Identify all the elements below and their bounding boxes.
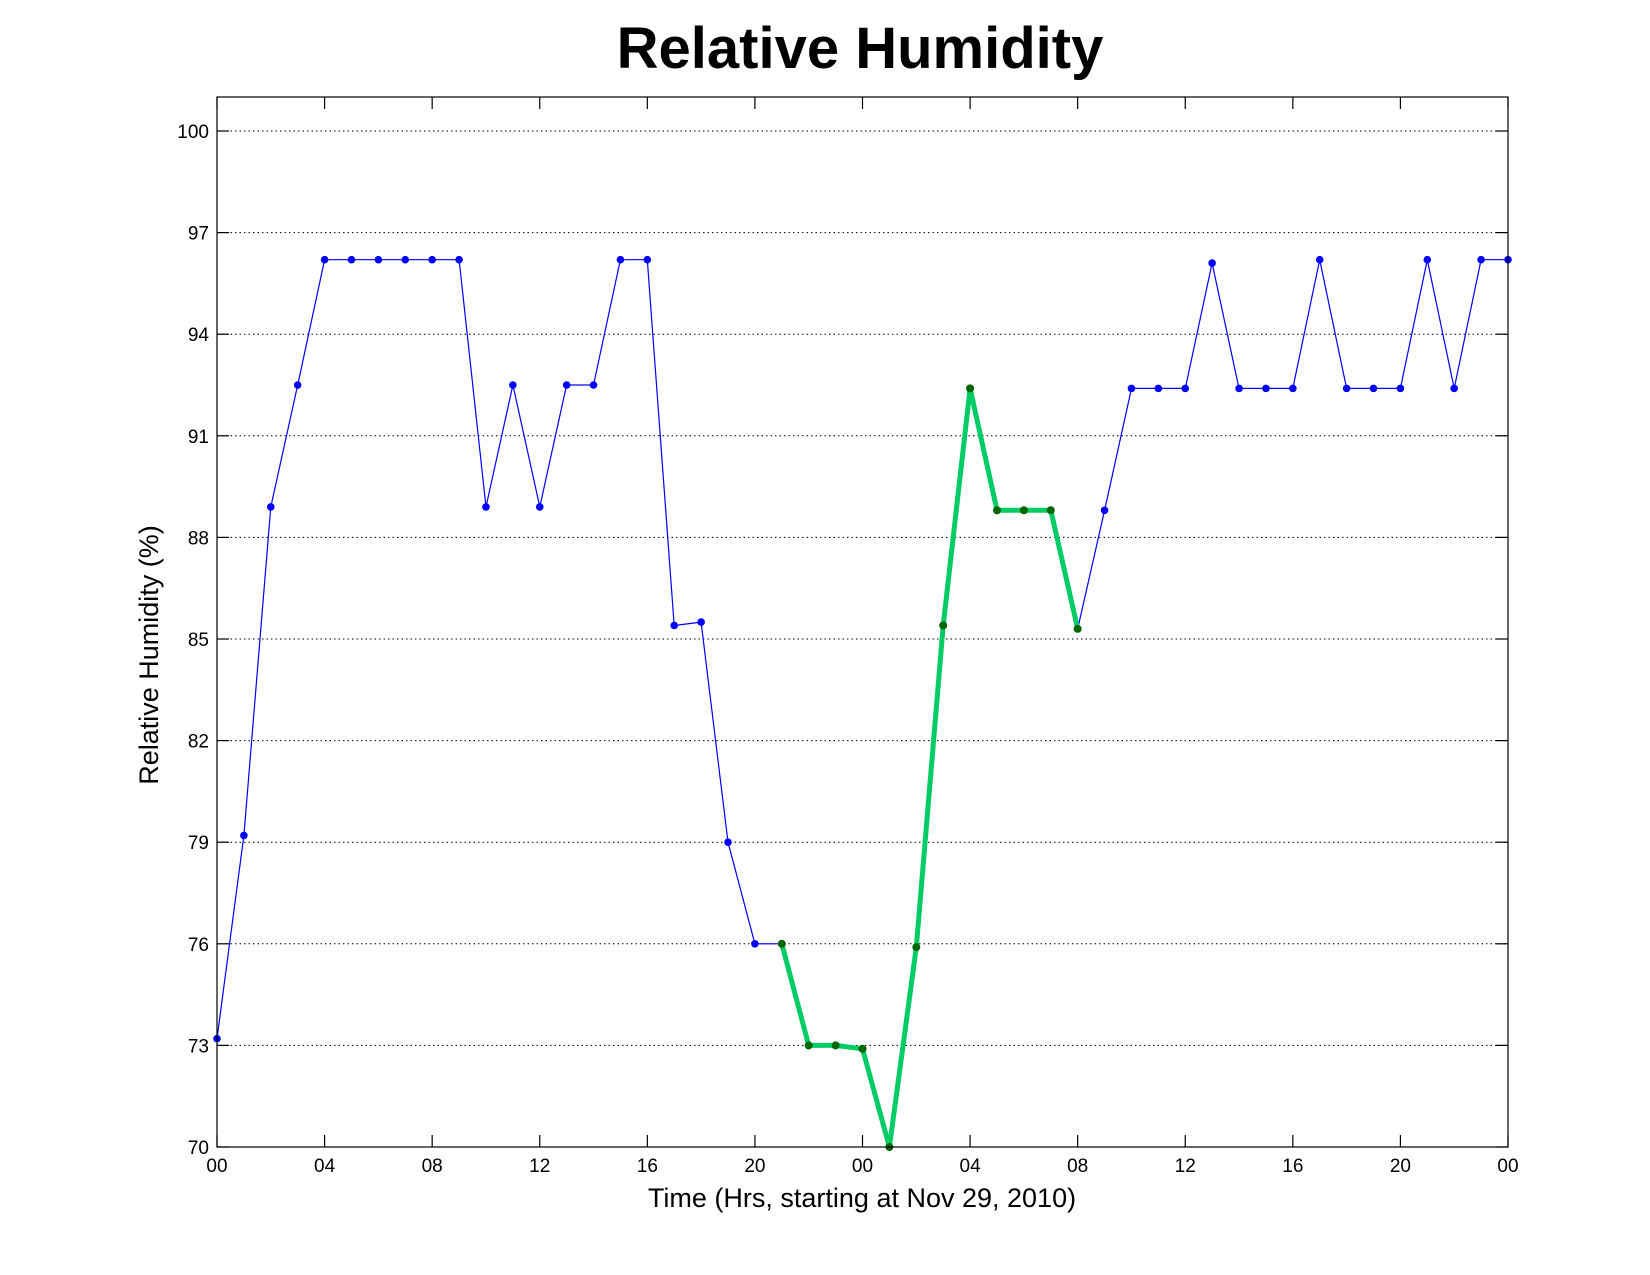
x-tick-label: 16 — [637, 1156, 658, 1177]
data-point — [589, 381, 598, 389]
data-point — [535, 503, 544, 511]
x-tick-label: 00 — [1497, 1156, 1518, 1177]
data-point — [616, 255, 625, 264]
data-series — [213, 255, 1512, 1151]
data-point — [320, 255, 329, 264]
y-tick-label: 94 — [188, 325, 210, 346]
y-tick-label: 85 — [188, 630, 209, 651]
highlight-data-point — [777, 939, 786, 948]
chart-title: Relative Humidity — [617, 16, 1104, 81]
highlight-data-point — [1073, 624, 1082, 633]
data-point — [1100, 506, 1109, 515]
axis-ticks — [216, 97, 1509, 1148]
x-tick-label: 12 — [1175, 1156, 1196, 1177]
data-point — [240, 831, 248, 840]
x-tick-label: 20 — [1390, 1156, 1411, 1177]
x-tick-label: 04 — [960, 1156, 982, 1177]
data-point — [1154, 384, 1163, 393]
highlight-data-point — [992, 506, 1001, 515]
y-tick-label: 70 — [188, 1138, 209, 1159]
y-tick-label: 73 — [188, 1036, 209, 1057]
data-point — [1289, 384, 1297, 393]
data-point — [670, 621, 679, 630]
humidity-series-line — [216, 259, 1509, 1148]
data-point — [751, 940, 759, 948]
y-tick-label: 91 — [188, 427, 209, 448]
data-point — [1181, 384, 1190, 393]
data-point — [1396, 384, 1405, 393]
data-point — [1208, 259, 1216, 267]
y-tick-label: 79 — [188, 833, 209, 854]
x-tick-label: 00 — [852, 1156, 873, 1177]
highlight-data-point — [804, 1041, 813, 1050]
data-point — [428, 255, 436, 264]
data-point — [401, 255, 410, 264]
y-tick-label: 76 — [188, 935, 209, 956]
data-point — [1235, 384, 1243, 393]
y-tick-label: 100 — [177, 122, 209, 143]
x-tick-label: 16 — [1282, 1156, 1303, 1177]
data-point — [347, 255, 356, 264]
highlight-data-point — [831, 1041, 840, 1050]
data-point — [1262, 384, 1270, 393]
data-point — [697, 618, 705, 626]
data-point — [1315, 255, 1324, 264]
highlight-data-point — [939, 621, 948, 630]
data-point — [293, 381, 302, 389]
data-point — [509, 381, 517, 389]
x-axis-label: Time (Hrs, starting at Nov 29, 2010) — [648, 1183, 1076, 1213]
highlight-data-point — [966, 384, 975, 393]
data-point — [1423, 255, 1432, 264]
data-point — [724, 838, 732, 846]
data-point — [455, 255, 463, 264]
plot-area-frame — [216, 96, 1509, 1148]
data-point — [374, 255, 383, 264]
x-tick-labels: 00 04 08 12 16 20 00 04 08 12 16 20 00 — [206, 1156, 1518, 1177]
y-tick-label: 97 — [188, 224, 209, 245]
highlight-data-point — [1019, 506, 1028, 515]
x-tick-label: 20 — [744, 1156, 765, 1177]
x-tick-label: 08 — [1067, 1156, 1088, 1177]
grid-lines — [217, 130, 1508, 1046]
data-point — [643, 255, 652, 264]
y-axis-label: Relative Humidity (%) — [134, 525, 164, 785]
x-tick-label: 08 — [422, 1156, 443, 1177]
data-point — [1127, 384, 1136, 393]
data-point — [1369, 384, 1378, 393]
data-point — [266, 503, 275, 511]
y-tick-label: 88 — [188, 528, 209, 549]
x-tick-label: 12 — [529, 1156, 550, 1177]
data-point — [1342, 384, 1351, 393]
data-point — [482, 503, 490, 511]
highlight-data-point — [1046, 506, 1055, 515]
data-point — [1450, 384, 1459, 393]
data-point — [1477, 255, 1485, 264]
y-tick-label: 82 — [188, 732, 209, 753]
data-point — [562, 381, 571, 389]
highlight-data-point — [858, 1044, 867, 1053]
highlight-data-point — [912, 943, 921, 952]
y-tick-labels: 70 73 76 79 82 85 88 91 94 97 100 — [177, 122, 209, 1159]
x-tick-label: 04 — [314, 1156, 336, 1177]
x-tick-label: 00 — [206, 1156, 227, 1177]
highlight-series-line — [779, 385, 1081, 1150]
